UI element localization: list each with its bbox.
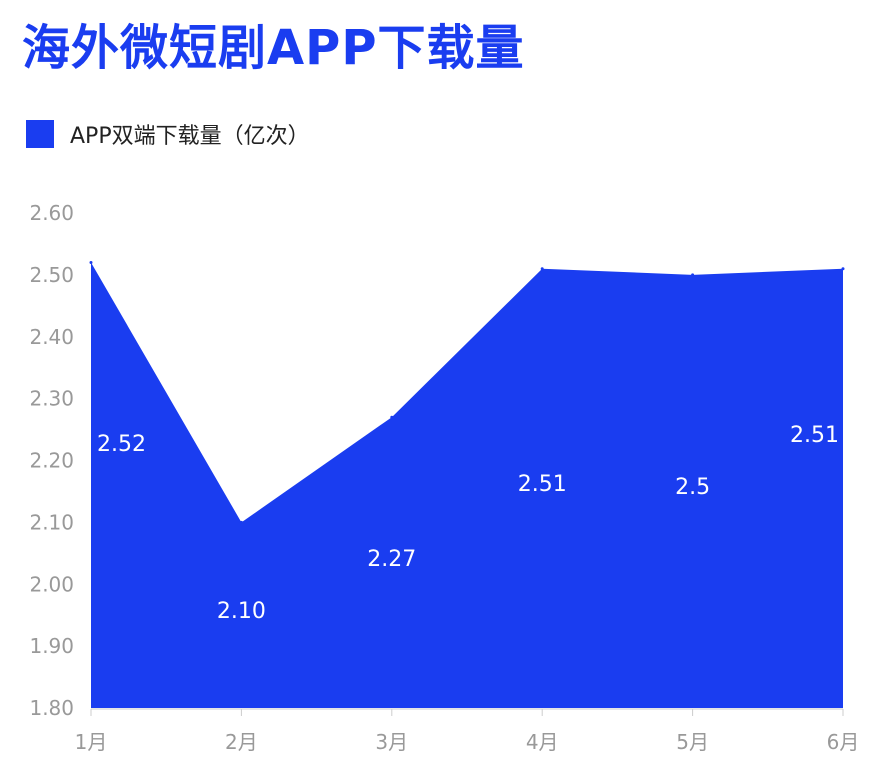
y-tick-label: 2.60 <box>29 201 74 225</box>
x-tick-label: 5月 <box>676 730 709 754</box>
data-label: 2.51 <box>518 472 567 497</box>
x-tick-label: 6月 <box>827 730 860 754</box>
data-point <box>390 415 394 419</box>
y-tick-label: 1.80 <box>29 696 74 720</box>
x-tick-label: 3月 <box>375 730 408 754</box>
y-tick-label: 2.50 <box>29 263 74 287</box>
y-tick-label: 2.40 <box>29 325 74 349</box>
data-point <box>540 267 544 271</box>
y-tick-label: 2.00 <box>29 572 74 596</box>
data-point <box>89 261 93 264</box>
data-label: 2.10 <box>217 599 266 624</box>
chart-title: 海外微短剧APP下载量 <box>22 20 525 76</box>
data-label: 2.51 <box>790 423 839 448</box>
legend-swatch <box>26 120 54 148</box>
x-tick-label: 2月 <box>225 730 258 754</box>
legend: APP双端下载量（亿次） <box>26 118 310 150</box>
data-label: 2.5 <box>675 475 710 500</box>
x-tick-label: 1月 <box>75 730 108 754</box>
data-point <box>841 267 845 271</box>
legend-label: APP双端下载量（亿次） <box>70 124 310 149</box>
data-point <box>691 273 695 277</box>
y-tick-label: 2.20 <box>29 449 74 473</box>
y-tick-label: 2.10 <box>29 510 74 534</box>
data-label: 2.52 <box>97 432 146 457</box>
area-series-fill <box>91 262 843 708</box>
data-label: 2.27 <box>367 547 416 572</box>
data-point <box>239 520 243 524</box>
y-tick-label: 1.90 <box>29 634 74 658</box>
x-tick-label: 4月 <box>526 730 559 754</box>
y-tick-label: 2.30 <box>29 387 74 411</box>
